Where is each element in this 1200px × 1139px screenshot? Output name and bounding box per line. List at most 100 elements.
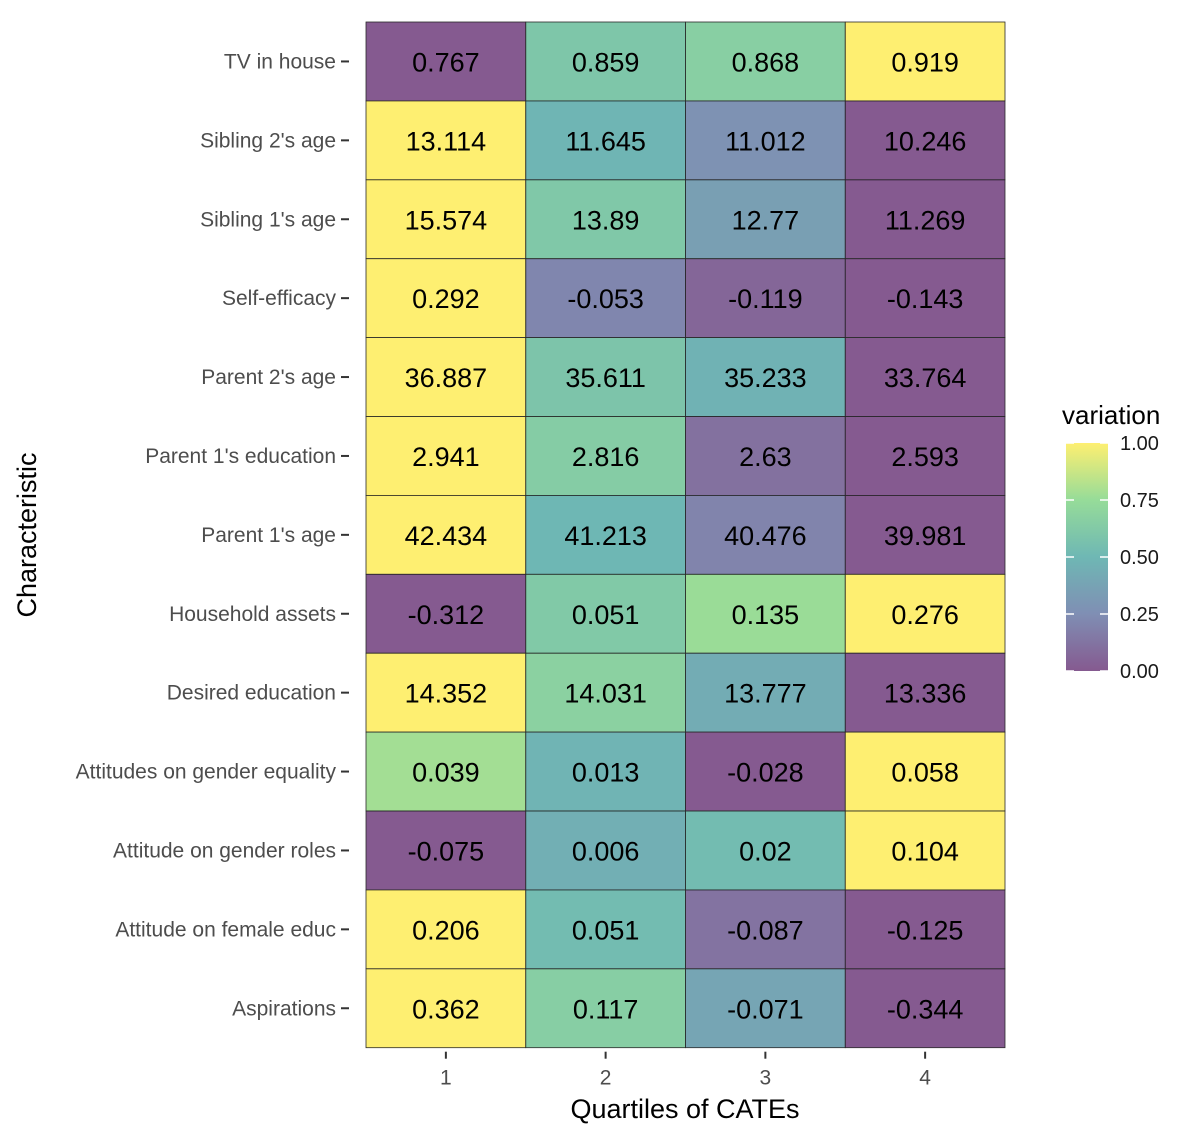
- heatmap-cell: [365, 21, 527, 102]
- y-axis-title: Characteristic: [12, 452, 42, 617]
- row-label: Attitude on gender roles: [113, 839, 336, 862]
- cell-value-label: -0.087: [727, 915, 804, 945]
- row-label: TV in house: [224, 50, 336, 73]
- cell-value-label: 13.114: [406, 126, 487, 156]
- heatmap-cell: [525, 21, 686, 102]
- row-label: Household assets: [169, 603, 336, 626]
- heatmap-cell: [844, 968, 1006, 1049]
- legend-ticks: 1.00 0.75 0.50 0.25 0.00: [1066, 433, 1159, 683]
- color-legend: variation 1.00 0.75 0.50 0.25 0.00: [1062, 400, 1160, 683]
- heatmap-cell: [685, 889, 846, 970]
- heatmap-cell: [365, 416, 527, 496]
- heatmap-cell: [685, 337, 846, 417]
- heatmap-cell: [844, 258, 1006, 339]
- column-label: 1: [440, 1067, 452, 1090]
- row-label: Sibling 1's age: [200, 208, 336, 231]
- cell-value-label: 0.013: [572, 758, 640, 788]
- heatmap-cell: [365, 968, 527, 1049]
- cell-value-label: 0.292: [412, 284, 480, 314]
- heatmap-cell: [685, 258, 846, 339]
- cell-value-label: -0.053: [567, 284, 644, 314]
- heatmap-cell: [365, 100, 527, 181]
- cell-value-label: 0.051: [572, 600, 640, 630]
- row-label: Aspirations: [232, 997, 336, 1020]
- heatmap-cell: [525, 889, 686, 970]
- column-label: 3: [760, 1067, 772, 1090]
- cell-value-label: 13.336: [884, 679, 967, 709]
- cell-value-label: 2.816: [572, 442, 640, 472]
- heatmap-cell: [844, 652, 1006, 733]
- heatmap-cell: [525, 258, 686, 339]
- cell-value-label: 14.031: [564, 679, 647, 709]
- cell-value-label: 39.981: [884, 521, 967, 551]
- heatmap-cell: [525, 100, 686, 181]
- cell-value-label: 11.012: [725, 126, 806, 156]
- heatmap-cell: [525, 416, 686, 496]
- cell-value-label: 33.764: [884, 363, 967, 393]
- heatmap-cell: [365, 573, 527, 654]
- legend-tick-label: 0.00: [1120, 661, 1159, 683]
- cell-value-label: 0.767: [412, 47, 480, 77]
- cell-value-label: 40.476: [724, 521, 807, 551]
- heatmap-cell: [365, 731, 527, 812]
- row-label: Attitude on female educ: [115, 918, 336, 941]
- heatmap-cell: [844, 21, 1006, 102]
- column-labels: 1 2 3 4: [440, 1051, 931, 1090]
- cell-value-label: -0.071: [727, 994, 804, 1024]
- cell-value-label: 0.135: [732, 600, 800, 630]
- cell-value-label: 0.02: [739, 836, 792, 866]
- heatmap-cell: [844, 494, 1006, 575]
- heatmap-cell: [365, 258, 527, 339]
- row-label: Parent 1's education: [145, 445, 336, 468]
- cell-value-label: 0.276: [891, 600, 959, 630]
- row-label: Attitudes on gender equality: [76, 761, 337, 784]
- cell-value-label: -0.143: [887, 284, 964, 314]
- cell-value-label: -0.344: [887, 994, 964, 1024]
- heatmap-cell: [525, 731, 686, 812]
- cell-value-label: 0.868: [732, 47, 800, 77]
- heatmap-cell: [685, 573, 846, 654]
- row-label: Parent 2's age: [201, 366, 336, 389]
- heatmap-cell: [525, 337, 686, 417]
- heatmap-cell: [365, 337, 527, 417]
- cell-value-label: 0.919: [891, 47, 959, 77]
- cell-value-label: 0.058: [891, 758, 959, 788]
- cell-value-label: 42.434: [405, 521, 488, 551]
- cell-value-label: 13.89: [572, 205, 640, 235]
- legend-tick-label: 0.50: [1120, 547, 1159, 569]
- cell-value-label: 2.63: [739, 442, 792, 472]
- cell-value-label: 2.941: [412, 442, 480, 472]
- cell-value-label: 35.233: [724, 363, 807, 393]
- cell-value-label: 11.645: [565, 126, 646, 156]
- cell-value-label: 13.777: [724, 679, 807, 709]
- row-label: Self-efficacy: [222, 287, 336, 310]
- legend-title: variation: [1062, 400, 1160, 430]
- heatmap-cell: [685, 652, 846, 733]
- cell-value-label: 12.77: [732, 205, 800, 235]
- row-labels: TV in house Sibling 2's age Sibling 1's ag…: [76, 50, 349, 1020]
- column-label: 2: [600, 1067, 612, 1090]
- heatmap-cell: [844, 179, 1006, 260]
- heatmap-cell: [525, 968, 686, 1049]
- heatmap-cell: [685, 416, 846, 496]
- heatmap-cell: [844, 100, 1006, 181]
- legend-tick-label: 0.75: [1120, 490, 1159, 512]
- heatmap-cell: [844, 337, 1006, 417]
- cell-value-label: 0.006: [572, 836, 640, 866]
- heatmap-cell: [365, 889, 527, 970]
- cell-value-label: -0.125: [887, 915, 964, 945]
- cell-value-label: 0.039: [412, 758, 480, 788]
- heatmap-cell: [844, 416, 1006, 496]
- row-label: Sibling 2's age: [200, 129, 336, 152]
- heatmap-cell: [844, 889, 1006, 970]
- cell-value-label: 36.887: [405, 363, 488, 393]
- cell-value-label: 0.104: [891, 836, 959, 866]
- cell-value-label: 35.611: [565, 363, 646, 393]
- row-label: Desired education: [167, 682, 336, 705]
- row-label: Parent 1's age: [201, 524, 336, 547]
- heatmap-cell: [365, 494, 527, 575]
- heatmap-cells: 0.767 0.859 0.868 0.919 13.114 11.645 11.012 10…: [365, 21, 1006, 1049]
- heatmap-cell: [685, 810, 846, 891]
- heatmap-cell: [685, 968, 846, 1049]
